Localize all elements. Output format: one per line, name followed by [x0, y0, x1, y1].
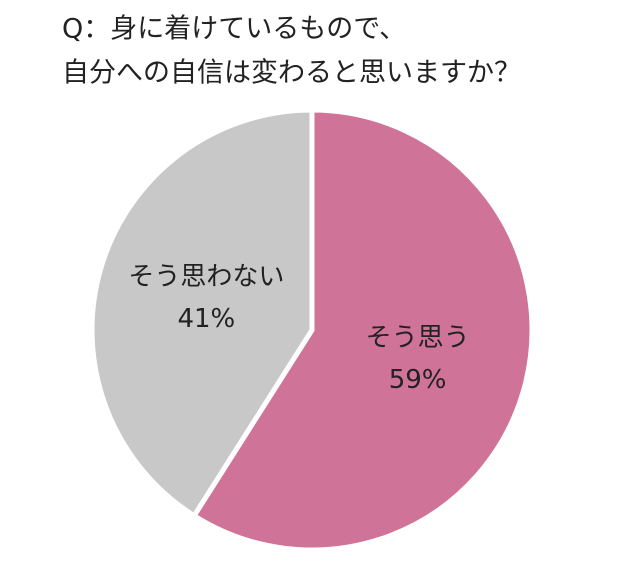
pie-slice [89, 107, 315, 520]
slice-label: そう思わない [128, 262, 284, 292]
slice-label: そう思う [366, 323, 470, 353]
slice-value-label: 41% [177, 304, 235, 334]
chart-title: Q：身に着けているもので、 [62, 14, 406, 45]
pie-slice [190, 107, 535, 553]
chart-title: 自分への自信は変わると思いますか？ [62, 58, 521, 89]
slice-value-label: 59% [389, 365, 447, 395]
